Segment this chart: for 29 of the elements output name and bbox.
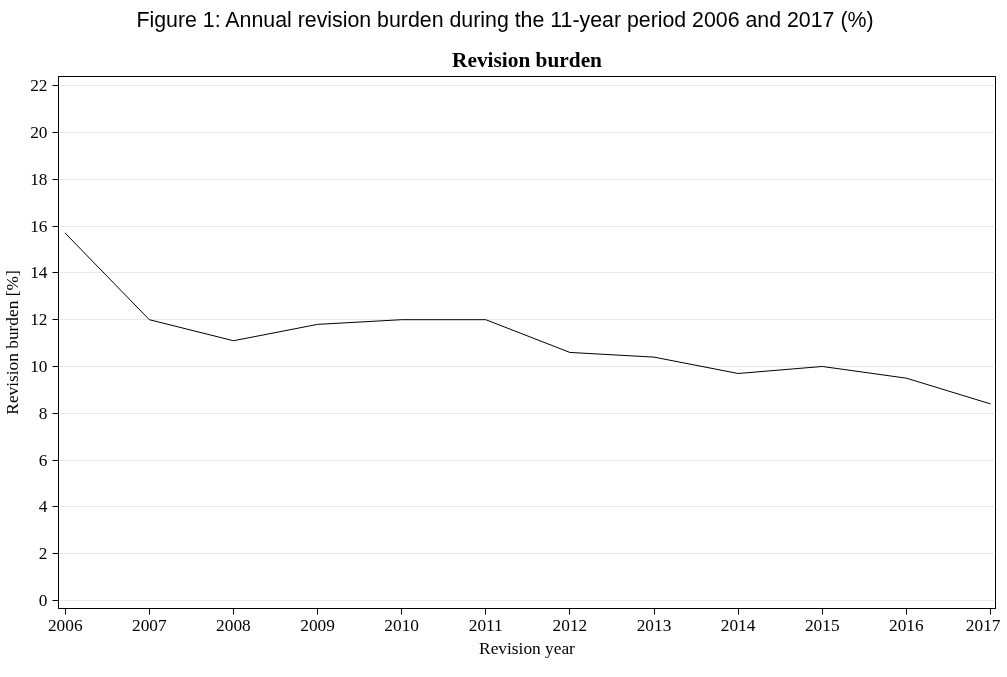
x-tick-label: 2006	[47, 615, 83, 635]
x-tick-label: 2013	[636, 615, 672, 635]
y-tick-label: 20	[30, 123, 48, 143]
y-tick-label: 14	[30, 263, 48, 283]
x-tick-label: 2012	[552, 615, 588, 635]
x-tick-label: 2014	[720, 615, 756, 635]
x-tick-label: 2009	[300, 615, 335, 635]
x-tick-label: 2010	[384, 615, 419, 635]
x-axis-title: Revision year	[479, 638, 576, 658]
caption: Figure 1: Annual revision burden during the 11-year period 2006 and 2017 (%)	[136, 7, 874, 34]
y-tick-label: 4	[38, 497, 48, 517]
y-tick-label: 12	[30, 310, 48, 330]
x-tick-label: 2011	[468, 615, 503, 635]
y-tick-label: 18	[30, 170, 48, 190]
y-tick-label: 16	[30, 217, 48, 237]
y-tick-label: 6	[38, 450, 48, 470]
x-tick-label: 2017	[965, 615, 1001, 635]
x-tick-label: 2016	[889, 615, 925, 635]
x-tick-label: 2015	[804, 615, 840, 635]
y-axis-title: Revision burden [%]	[3, 270, 23, 416]
y-tick-label: 22	[30, 76, 48, 96]
y-tick-label: 2	[38, 544, 48, 564]
y-tick-label: 0	[38, 591, 48, 611]
line-series	[64, 233, 991, 405]
y-tick-label: 8	[38, 404, 48, 424]
x-tick-label: 2008	[216, 615, 251, 635]
x-tick-label: 2007	[132, 615, 167, 635]
chart-title: Revision burden	[452, 47, 603, 72]
y-tick-label: 10	[30, 357, 48, 377]
